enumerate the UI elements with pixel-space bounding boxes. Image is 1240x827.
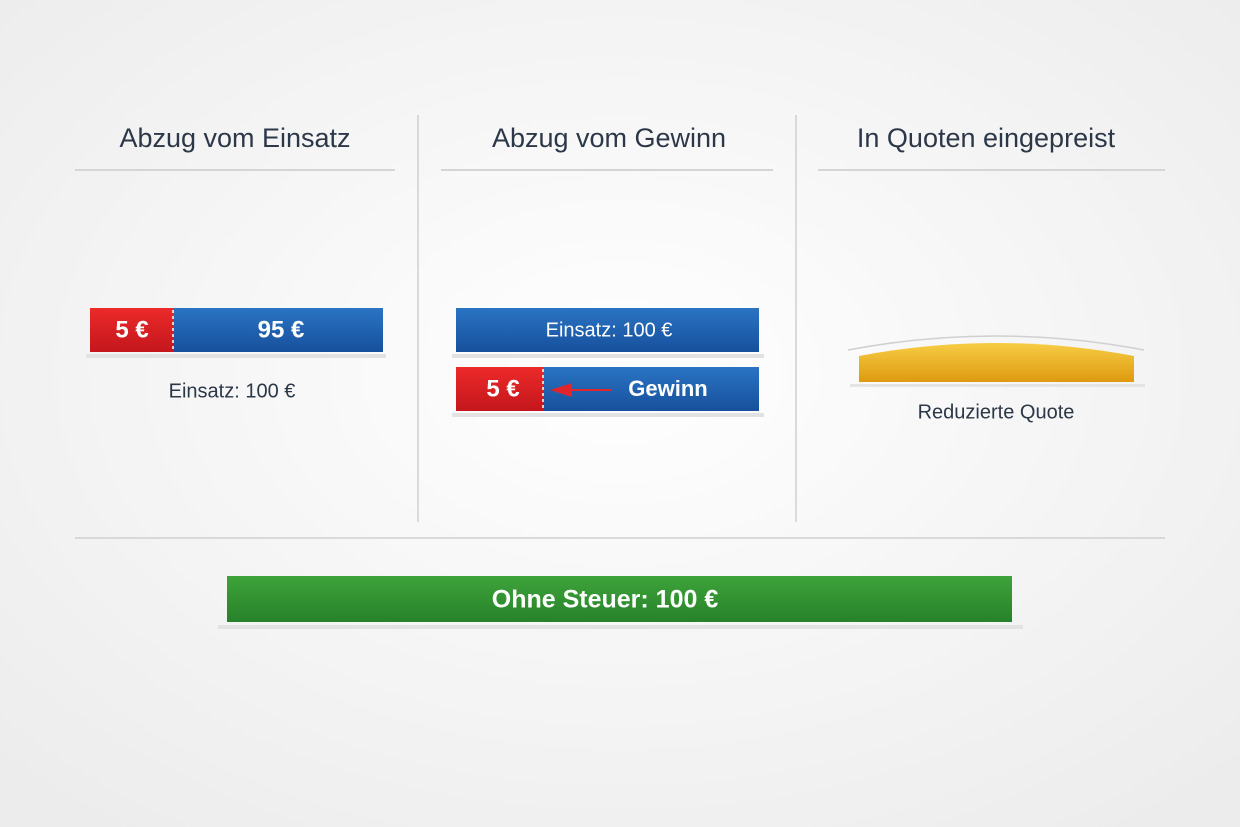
- curve: [847, 335, 1145, 351]
- stake-label: Einsatz: 100 €: [546, 319, 673, 341]
- tax-label: 5 €: [115, 316, 148, 343]
- caption: Reduzierte Quote: [918, 401, 1075, 423]
- win-label: Gewinn: [628, 376, 707, 401]
- no-tax-bar: [227, 576, 1012, 622]
- tax-segment: [456, 367, 543, 411]
- stake-segment: [173, 308, 383, 352]
- bar-shadow: [452, 354, 764, 358]
- tax-label: 5 €: [486, 375, 519, 402]
- column-title: In Quoten eingepreist: [857, 123, 1116, 153]
- stake-bar: [456, 308, 759, 352]
- column-title: Abzug vom Gewinn: [492, 123, 726, 153]
- arrow: [550, 383, 612, 397]
- no-tax-label: Ohne Steuer: 100 €: [492, 586, 719, 614]
- caption: Einsatz: 100 €: [169, 380, 296, 402]
- bar-shadow: [218, 625, 1023, 629]
- bar-shadow: [850, 384, 1145, 387]
- tax-segment: [90, 308, 173, 352]
- bar-shadow: [86, 354, 386, 358]
- column-title: Abzug vom Einsatz: [119, 123, 350, 153]
- rest-label: 95 €: [258, 316, 305, 343]
- odds-bar: [859, 343, 1134, 382]
- bar-shadow: [452, 413, 764, 417]
